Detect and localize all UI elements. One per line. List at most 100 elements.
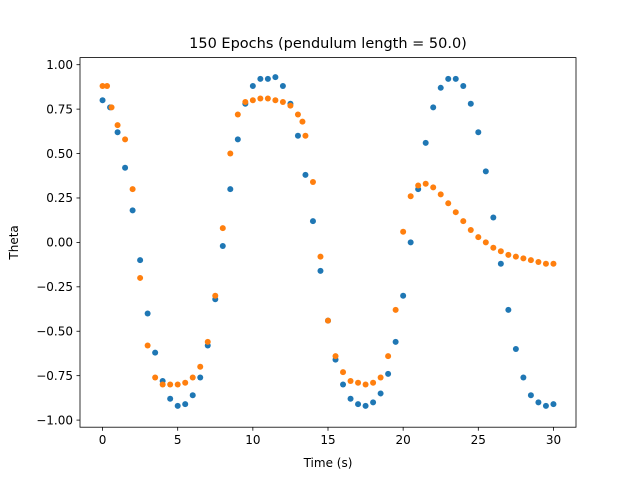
y-tick-label: 0.25: [46, 191, 73, 205]
series-2-point: [370, 379, 377, 386]
series-2-point: [317, 253, 324, 260]
series-2-point: [415, 182, 422, 189]
series-1-point: [527, 392, 534, 399]
series-1-point: [392, 338, 399, 345]
series-2-point: [197, 363, 204, 370]
series-1-point: [219, 242, 226, 249]
x-axis-ticks: 0 5 10 15 20 25 30: [99, 427, 561, 447]
series-2-point: [362, 381, 369, 388]
y-axis-label: Theta: [7, 225, 21, 260]
x-tick-label: 25: [471, 433, 486, 447]
series-2-point: [355, 379, 362, 386]
series-1-point: [422, 139, 429, 146]
series-1-point: [377, 390, 384, 397]
series-2-point: [219, 225, 226, 232]
y-tick-label: 0.50: [46, 147, 73, 161]
series-1-point: [137, 257, 144, 264]
series-2-point: [204, 338, 211, 345]
series-1-point: [264, 75, 271, 82]
series-2-point: [520, 255, 527, 262]
y-axis-ticks: −1.00 −0.75 −0.50 −0.25 0.00 0.25 0.50 0.75 1.00: [36, 58, 80, 427]
series-2-point: [422, 180, 429, 187]
y-tick-label: −1.00: [36, 413, 73, 427]
series-2-point: [182, 379, 189, 386]
y-tick-label: 0.75: [46, 102, 73, 116]
series-1-point: [152, 349, 159, 356]
series-2-point: [332, 353, 339, 360]
y-tick-label: −0.75: [36, 369, 73, 383]
series-1-point: [129, 207, 136, 214]
y-tick-label: 0.00: [46, 236, 73, 250]
series-2-point: [144, 342, 151, 349]
series-2-point: [340, 369, 347, 376]
series-2-point: [189, 374, 196, 381]
series-2-point: [542, 260, 549, 267]
series-1-point: [445, 75, 452, 82]
series-2-point: [122, 136, 129, 143]
series-2-point: [512, 253, 519, 260]
series-2-point: [287, 102, 294, 109]
series-2-point: [242, 99, 249, 106]
series-1-point: [535, 399, 542, 406]
series-1-point: [167, 395, 174, 402]
x-tick-label: 0: [99, 433, 107, 447]
series-1-point: [467, 100, 474, 107]
series-2-point: [152, 374, 159, 381]
series-1-point: [475, 129, 482, 136]
series-1-point: [189, 392, 196, 399]
series-1-point: [257, 75, 264, 82]
series-1-point: [174, 402, 181, 409]
x-tick-label: 5: [174, 433, 182, 447]
series-2-point: [475, 234, 482, 241]
series-2-point: [174, 381, 181, 388]
series-1-point: [347, 395, 354, 402]
series-1-point: [272, 74, 279, 81]
series-2-point: [167, 381, 174, 388]
series-1-point: [234, 136, 241, 143]
series-1-point: [249, 83, 256, 90]
series-1-point: [309, 218, 316, 225]
series-1-point: [520, 374, 527, 381]
x-axis-label: Time (s): [303, 456, 353, 470]
series-1-point: [197, 374, 204, 381]
series-1-point: [182, 401, 189, 408]
chart-title: 150 Epochs (pendulum length = 50.0): [189, 36, 467, 52]
series-1-point: [550, 401, 557, 408]
series-1-point: [144, 310, 151, 317]
series-1-point: [340, 381, 347, 388]
series-1-point: [490, 214, 497, 221]
series-2-point: [294, 111, 301, 118]
series-1-point: [279, 83, 286, 90]
series-1-point: [385, 370, 392, 377]
series-1-point: [317, 267, 324, 274]
series-1-point: [400, 292, 407, 299]
series-2-point: [272, 97, 279, 104]
series-2-point: [377, 374, 384, 381]
series-1-point: [362, 402, 369, 409]
series-2-point: [104, 83, 111, 90]
x-tick-label: 10: [245, 433, 260, 447]
series-2-point: [302, 132, 309, 139]
series-2-point: [137, 274, 144, 281]
x-tick-label: 30: [546, 433, 561, 447]
series-2-point: [430, 184, 437, 191]
series-1-point: [302, 171, 309, 178]
series-2-point: [445, 200, 452, 207]
series-2-point: [550, 260, 557, 267]
series-2-point: [490, 244, 497, 251]
series-1-point: [430, 104, 437, 111]
series-2-point: [249, 97, 256, 104]
series-2-point: [108, 104, 115, 111]
y-tick-label: −0.50: [36, 324, 73, 338]
data-points-layer: [99, 74, 557, 409]
series-1-point: [407, 239, 414, 246]
series-1-point: [542, 402, 549, 409]
series-2-point: [400, 228, 407, 235]
series-1-point: [122, 164, 129, 171]
series-2-point: [505, 251, 512, 258]
series-1-point: [497, 260, 504, 267]
y-tick-label: −0.25: [36, 280, 73, 294]
series-1-point: [437, 84, 444, 91]
